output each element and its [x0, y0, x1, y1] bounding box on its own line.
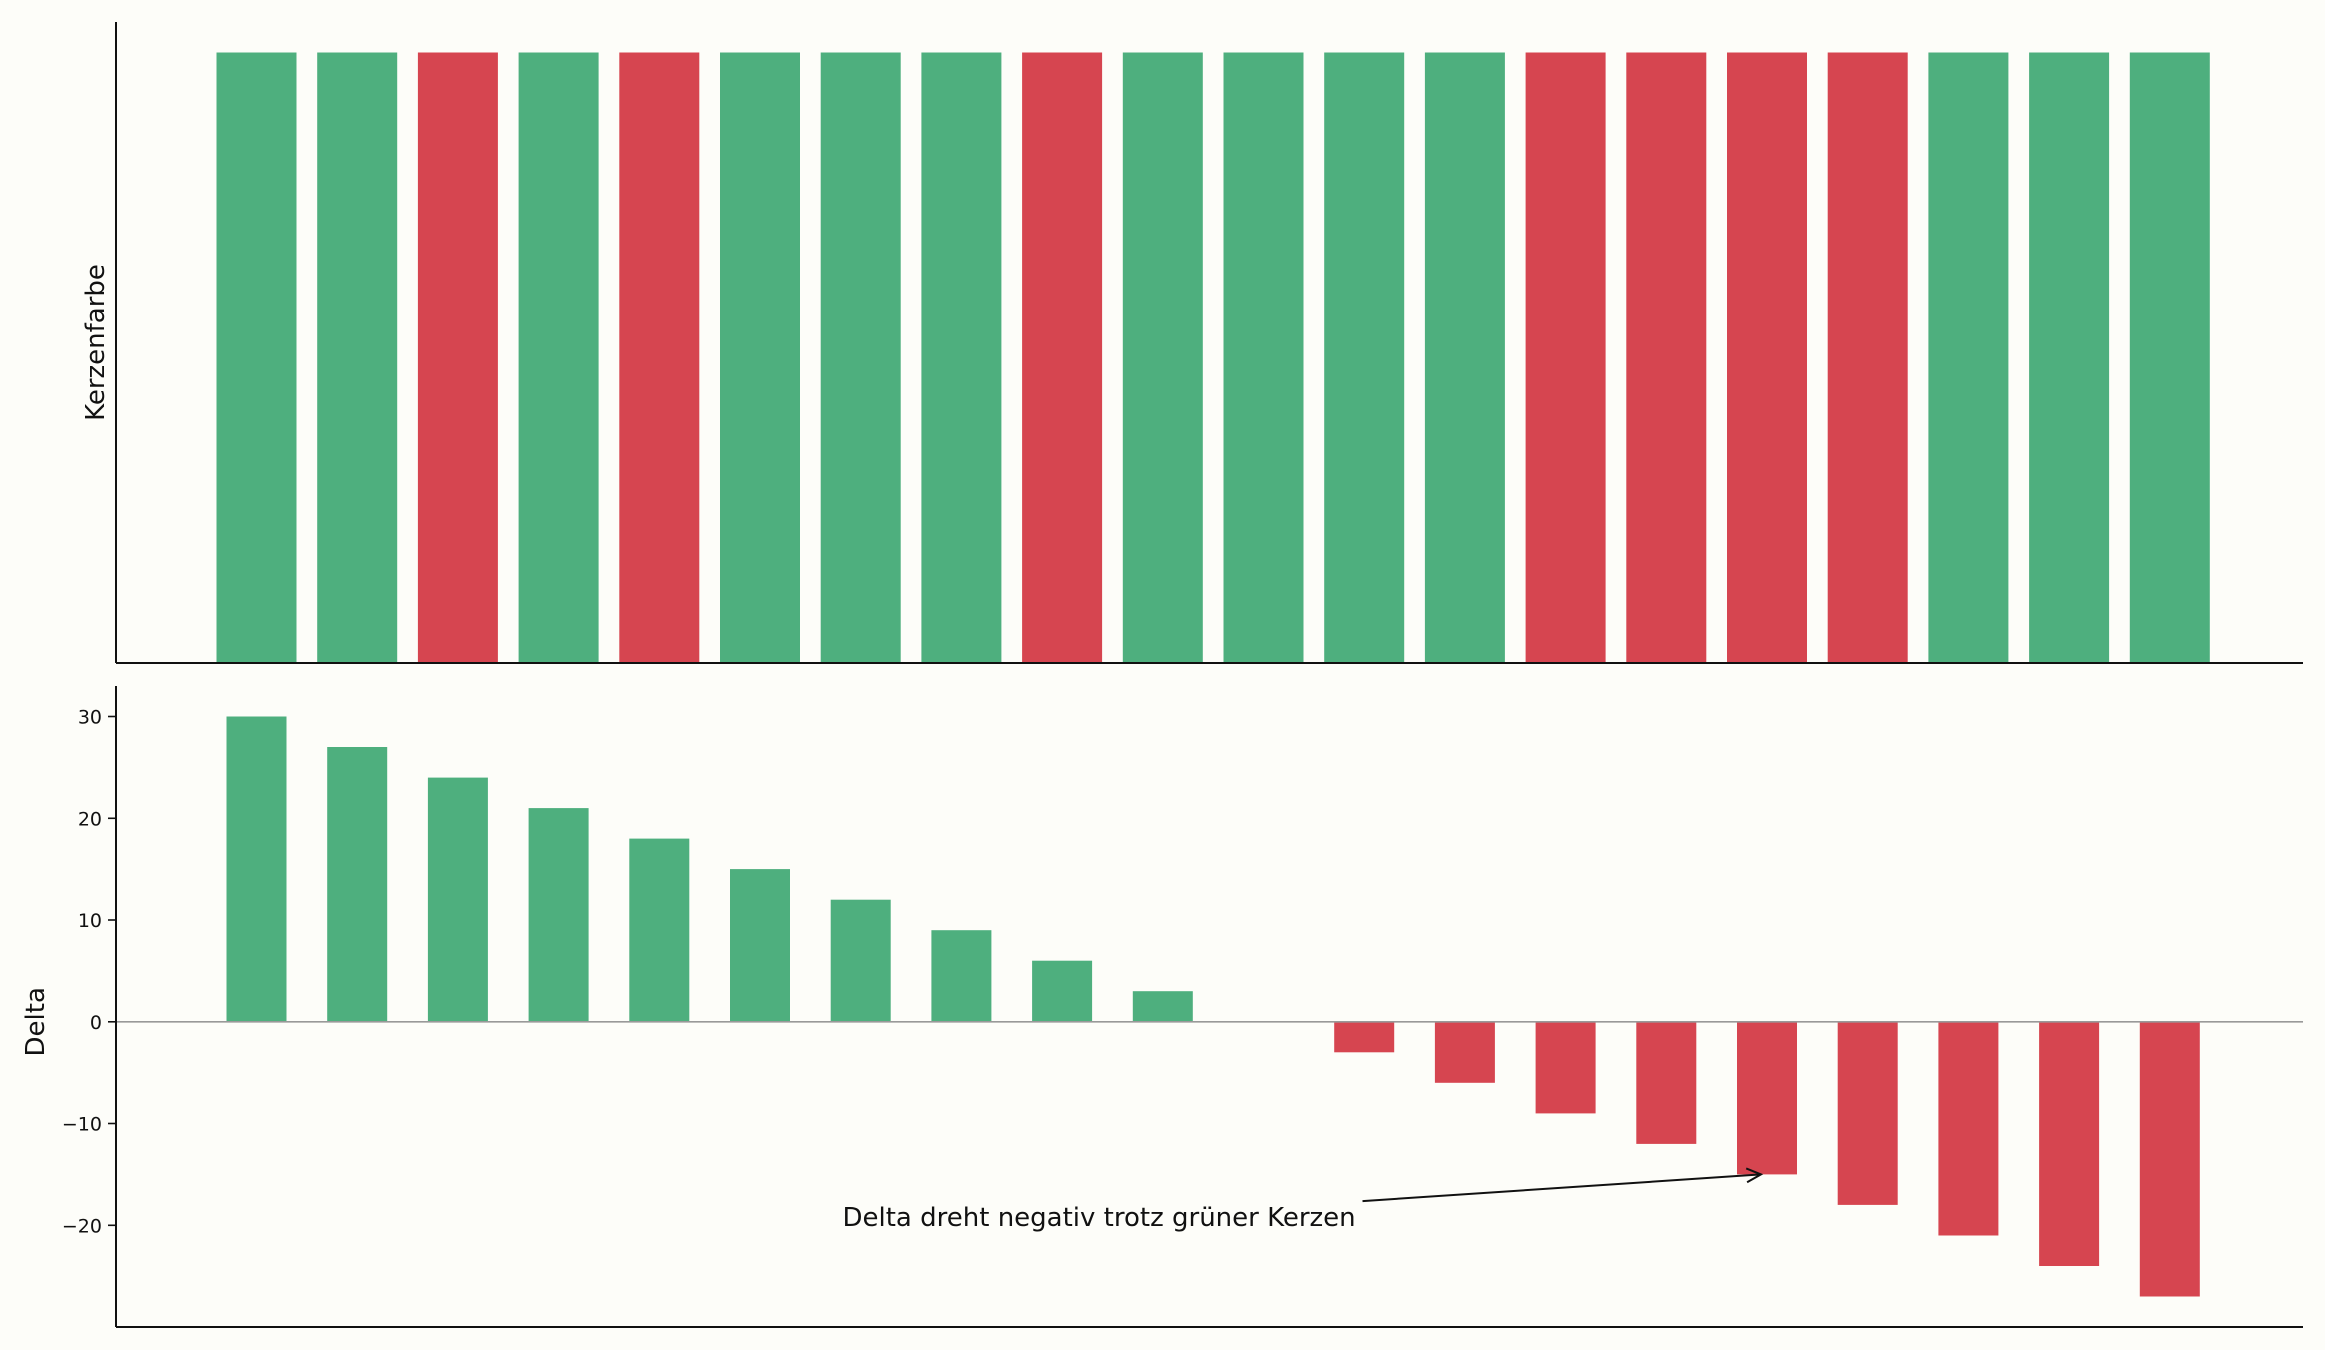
top-y-axis-label: Kerzenfarbe: [81, 264, 111, 421]
delta-bar: [730, 869, 790, 1022]
candle-color-bar: [2029, 52, 2110, 663]
candle-color-bar: [820, 52, 901, 663]
annotation-arrow-head: [1745, 1167, 1764, 1184]
candle-color-bar: [720, 52, 800, 663]
delta-bar: [830, 899, 891, 1022]
bottom-y-axis-label: Delta: [21, 987, 51, 1056]
candle-color-bar: [1223, 52, 1304, 663]
delta-bar: [226, 716, 287, 1022]
candle-color-bar: [1022, 52, 1103, 663]
delta-bar: [327, 747, 388, 1022]
delta-bar: [1636, 1021, 1697, 1144]
y-tick-label: −20: [62, 1215, 102, 1237]
bottom-panel: 30 20 10 0 −10 −20 Delta Delta dreht negativ tr…: [21, 686, 2303, 1328]
delta-bar: [1434, 1021, 1495, 1083]
candle-color-bar: [1122, 52, 1203, 663]
delta-bar: [2039, 1021, 2100, 1266]
candle-color-bar: [518, 52, 599, 663]
y-tick-label: 20: [78, 808, 102, 830]
candle-color-bar: [2129, 52, 2210, 663]
y-tick-label: −10: [62, 1114, 102, 1136]
annotation-arrow-line: [1362, 1173, 1762, 1203]
delta-bar: [931, 930, 992, 1022]
candle-color-bar: [1827, 52, 1908, 663]
candle-color-bar: [317, 52, 398, 663]
candle-color-bar: [1424, 52, 1505, 663]
delta-bar: [1032, 960, 1093, 1022]
y-tick-label: 10: [78, 910, 102, 932]
delta-bar: [1837, 1021, 1898, 1205]
delta-bar: [528, 808, 589, 1022]
candle-color-bar: [1727, 52, 1807, 663]
candle-color-bar: [1626, 52, 1707, 663]
annotation-text: Delta dreht negativ trotz grüner Kerzen: [843, 1203, 1356, 1233]
delta-bar: [1132, 991, 1193, 1022]
candle-color-bar: [216, 52, 297, 663]
delta-bar: [2139, 1021, 2200, 1297]
candle-color-bar: [1525, 52, 1606, 663]
top-panel: Kerzenfarbe: [81, 22, 2303, 664]
candle-color-bar: [1928, 52, 2009, 663]
candle-color-bar: [417, 52, 498, 663]
y-tick-label: 0: [90, 1012, 102, 1034]
delta-bar: [1535, 1021, 1596, 1114]
candle-color-bar: [1324, 52, 1405, 663]
delta-bar: [1737, 1021, 1797, 1175]
delta-bar: [427, 777, 488, 1022]
y-tick-label: 30: [78, 707, 102, 729]
delta-bar: [629, 838, 690, 1022]
delta-bar: [1334, 1021, 1395, 1053]
delta-bar: [1938, 1021, 1999, 1236]
candle-color-bar: [921, 52, 1002, 663]
candle-color-bar: [619, 52, 700, 663]
